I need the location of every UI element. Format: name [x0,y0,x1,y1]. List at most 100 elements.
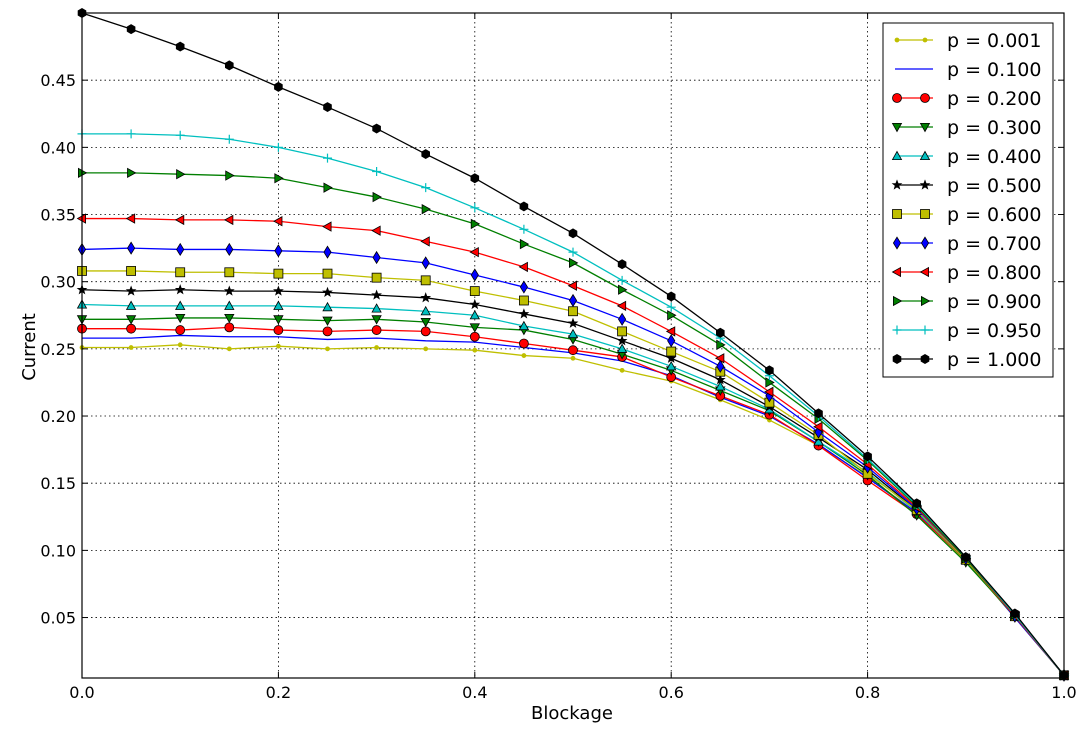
data-point [919,179,931,190]
data-point [126,24,136,35]
data-point [322,326,333,337]
x-tick-label: 0.0 [69,683,94,702]
data-point [125,213,136,224]
series-p-1-000 [77,8,1069,681]
legend-item: p = 0.300 [891,117,1041,139]
data-point [470,218,481,230]
data-point [665,326,676,337]
y-tick-label: 0.15 [40,474,76,493]
y-tick-label: 0.20 [40,407,76,426]
legend-item: p = 0.900 [893,291,1041,313]
data-point [619,367,625,373]
data-point [892,236,902,250]
data-point [567,280,577,291]
data-point [922,37,928,43]
y-tick-label: 0.05 [40,609,76,628]
data-point [175,130,185,140]
data-point [371,325,382,335]
data-point [519,224,529,234]
data-point [423,346,429,352]
legend-label: p = 0.200 [947,88,1041,110]
legend-box [882,22,1054,378]
data-point [371,289,382,300]
data-point [371,272,382,283]
data-point [374,345,380,350]
data-point [175,267,186,278]
data-point [273,285,284,296]
legend-label: p = 0.600 [947,204,1041,226]
data-point [371,315,382,325]
data-point [519,295,529,306]
legend-label: p = 0.400 [947,146,1041,168]
data-point [274,173,284,184]
data-point [617,259,627,270]
data-point [892,209,902,219]
legend-item: p = 0.400 [891,146,1041,168]
x-tick-label: 0.4 [462,683,487,702]
data-point [273,300,284,310]
data-point [127,241,136,255]
data-point [519,201,529,212]
data-point [469,309,480,320]
data-point [273,268,284,279]
data-point [518,308,530,319]
data-point [226,346,232,352]
data-point [469,331,480,342]
data-point [568,228,578,239]
y-tick-label: 0.40 [40,138,76,157]
data-point [470,173,480,184]
data-point [618,312,627,326]
legend-label: p = 0.950 [947,320,1041,342]
data-point [616,300,627,312]
data-point [323,153,332,163]
data-point [519,338,529,349]
data-point [174,284,186,295]
data-point [322,316,333,326]
data-point [223,285,235,296]
data-point [273,216,283,227]
legend-label: p = 0.100 [947,59,1041,81]
data-point [176,169,186,180]
data-point [469,323,480,333]
data-point [666,360,677,371]
legend-label: p = 0.800 [947,262,1041,284]
data-point [225,170,235,181]
data-point [1010,608,1020,619]
data-point [274,81,283,92]
data-point [813,421,823,432]
data-point [921,295,931,307]
data-point [224,300,235,310]
data-point [420,236,430,247]
data-point [568,293,578,308]
data-point [521,353,527,358]
x-tick-label: 0.2 [266,683,291,702]
x-axis-label: Blockage [531,703,613,724]
data-point [371,303,382,313]
data-point [518,320,530,331]
data-point [567,317,579,328]
data-point [667,334,676,348]
data-point [224,322,235,333]
data-point [224,134,234,144]
legend: p = 0.001 p = 0.100 p = 0.200 p = 0.300 p = … [882,22,1054,378]
data-point [420,275,431,286]
data-point [421,183,431,193]
legend-label: p = 0.001 [947,30,1041,52]
data-point [912,498,921,509]
data-point [470,203,480,213]
data-point [920,209,930,219]
data-point [568,247,578,257]
data-point [177,342,183,348]
data-point [666,346,677,357]
data-point [891,266,901,278]
data-point [891,179,903,190]
data-point [421,256,430,270]
axis-ticks: 0.0 0.2 0.4 0.6 0.8 1.0 0.05 0.10 0.15 0.20 0.25 0.… [40,13,1077,702]
data-point [175,313,186,324]
legend-label: p = 0.900 [947,291,1041,313]
data-point [371,225,381,236]
data-point [176,242,185,257]
legend-label: p = 0.500 [947,175,1041,197]
data-point [919,123,931,133]
x-tick-label: 0.8 [855,683,880,702]
